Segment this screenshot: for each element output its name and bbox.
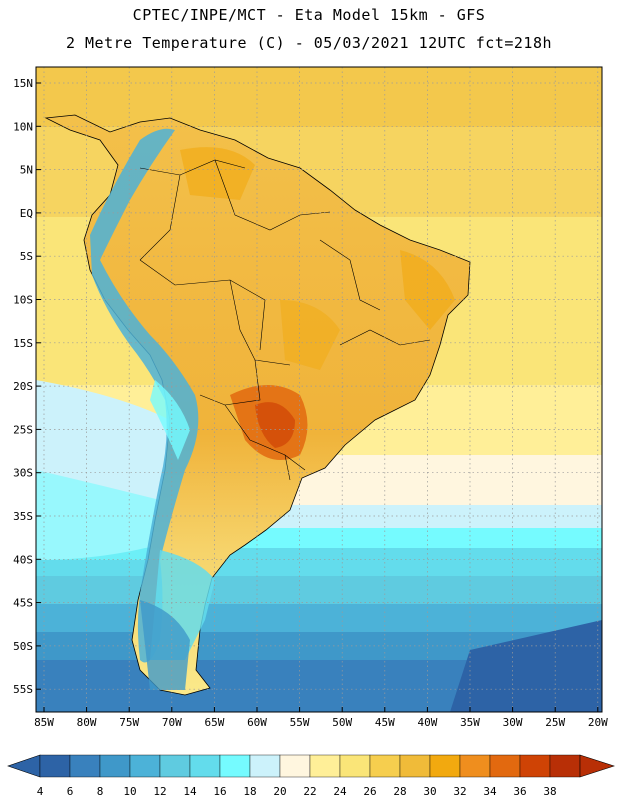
colorbar-right-arrow xyxy=(579,754,615,778)
lon-label: 40W xyxy=(417,716,437,729)
lon-label: 50W xyxy=(332,716,352,729)
lon-label: 65W xyxy=(204,716,224,729)
temperature-map: 15N 10N 5N EQ 5S 10S 15S 20S 25S 30S 35S 40S 45S 50S 5… xyxy=(13,66,608,729)
colorbar-label: 32 xyxy=(453,785,466,798)
colorbar-label: 16 xyxy=(213,785,226,798)
colorbar-label: 6 xyxy=(67,785,74,798)
chart-subtitle: 2 Metre Temperature (C) - 05/03/2021 12U… xyxy=(65,34,553,52)
lat-label: 40S xyxy=(13,553,33,566)
lon-label: 45W xyxy=(375,716,395,729)
lon-label: 80W xyxy=(77,716,97,729)
colorbar-label: 28 xyxy=(393,785,406,798)
map-frame xyxy=(35,66,603,713)
lat-label: 50S xyxy=(13,640,33,653)
colorbar-label: 22 xyxy=(303,785,316,798)
lat-label: 55S xyxy=(13,683,33,696)
lat-label: 15N xyxy=(13,77,33,90)
colorbar-cell xyxy=(219,754,251,778)
lon-label: 30W xyxy=(503,716,523,729)
lon-label: 35W xyxy=(460,716,480,729)
graticule xyxy=(36,67,602,712)
colorbar-cell xyxy=(429,754,461,778)
colorbar-left-arrow xyxy=(7,754,41,778)
colorbar-cell xyxy=(339,754,371,778)
chart-title: CPTEC/INPE/MCT - Eta Model 15km - GFS xyxy=(132,6,486,24)
lat-label: EQ xyxy=(20,207,33,220)
colorbar-cell xyxy=(399,754,431,778)
lon-label: 75W xyxy=(119,716,139,729)
lat-label: 35S xyxy=(13,510,33,523)
lat-label: 5S xyxy=(20,250,33,263)
colorbar-cell xyxy=(159,754,191,778)
colorbar-cell xyxy=(249,754,281,778)
lat-label: 30S xyxy=(13,467,33,480)
lon-label: 70W xyxy=(162,716,182,729)
colorbar-label: 4 xyxy=(37,785,44,798)
lon-label: 20W xyxy=(588,716,608,729)
colorbar-label: 20 xyxy=(273,785,286,798)
colorbar-label: 12 xyxy=(153,785,166,798)
colorbar-label: 14 xyxy=(183,785,197,798)
colorbar-label: 18 xyxy=(243,785,256,798)
lat-label: 10N xyxy=(13,120,33,133)
lat-label: 45S xyxy=(13,597,33,610)
colorbar-cell xyxy=(99,754,131,778)
colorbar-cell xyxy=(129,754,161,778)
colorbar-label: 34 xyxy=(483,785,497,798)
colorbar-cell xyxy=(279,754,311,778)
colorbar-cell xyxy=(39,754,71,778)
colorbar-label: 10 xyxy=(123,785,136,798)
map-field xyxy=(36,67,602,712)
lon-label: 85W xyxy=(34,716,54,729)
lat-label: 20S xyxy=(13,380,33,393)
colorbar-label: 36 xyxy=(513,785,526,798)
colorbar-label: 30 xyxy=(423,785,436,798)
colorbar-label: 38 xyxy=(543,785,556,798)
lon-label: 60W xyxy=(247,716,267,729)
colorbar: 4 6 8 10 12 14 16 18 20 22 24 26 28 30 32 34 36 38 xyxy=(7,754,615,798)
colorbar-label: 8 xyxy=(97,785,104,798)
colorbar-cell xyxy=(309,754,341,778)
colorbar-cell xyxy=(549,754,581,778)
lon-label: 25W xyxy=(545,716,565,729)
colorbar-label: 24 xyxy=(333,785,347,798)
lat-label: 15S xyxy=(13,337,33,350)
colorbar-cell xyxy=(459,754,491,778)
colorbar-cell xyxy=(519,754,551,778)
lon-label: 55W xyxy=(290,716,310,729)
colorbar-cell xyxy=(369,754,401,778)
colorbar-cell xyxy=(489,754,521,778)
andes-cold-band xyxy=(90,128,199,663)
colorbar-cell xyxy=(69,754,101,778)
lat-label: 25S xyxy=(13,423,33,436)
colorbar-cell xyxy=(189,754,221,778)
lat-label: 5N xyxy=(20,164,33,177)
colorbar-label: 26 xyxy=(363,785,376,798)
lat-label: 10S xyxy=(13,294,33,307)
